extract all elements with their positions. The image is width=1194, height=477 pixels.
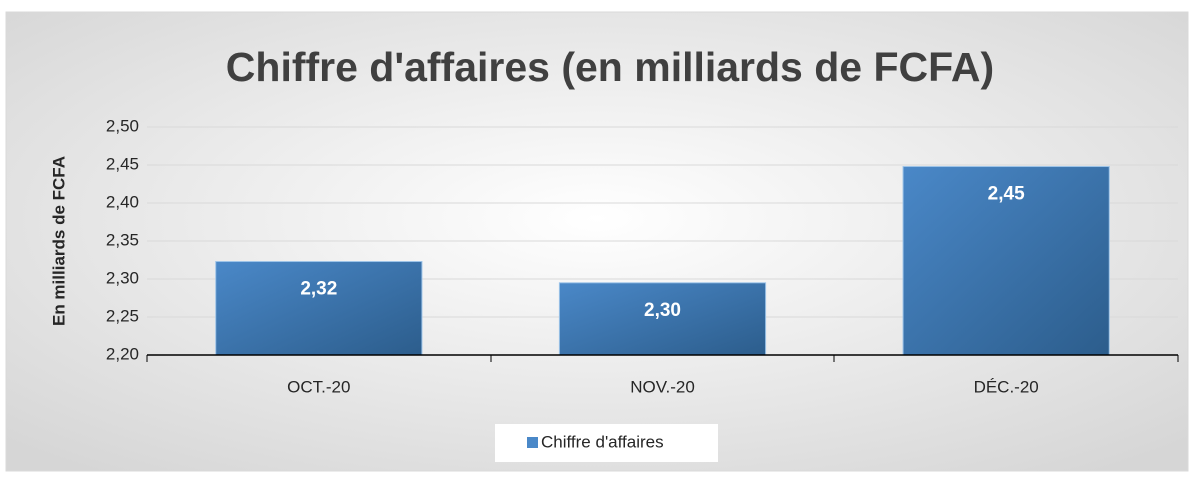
- legend-swatch: [527, 437, 538, 448]
- bar: [215, 261, 423, 356]
- y-tick-label: 2,40: [106, 192, 139, 211]
- y-tick-label: 2,50: [106, 116, 139, 135]
- y-axis-label: En milliards de FCFA: [49, 156, 68, 326]
- bar: [902, 166, 1110, 356]
- x-tick-label: OCT.-20: [287, 377, 350, 396]
- chart-title: Chiffre d'affaires (en milliards de FCFA…: [226, 44, 994, 90]
- legend-label: Chiffre d'affaires: [541, 432, 664, 451]
- data-label: 2,32: [300, 279, 337, 300]
- bars: [215, 166, 1110, 356]
- data-label: 2,45: [988, 184, 1025, 205]
- legend-items: Chiffre d'affaires: [527, 432, 664, 451]
- y-tick-label: 2,25: [106, 306, 139, 325]
- x-tick-label: NOV.-20: [630, 377, 695, 396]
- y-tick-label: 2,20: [106, 344, 139, 363]
- y-tick-label: 2,45: [106, 154, 139, 173]
- y-tick-label: 2,35: [106, 230, 139, 249]
- y-tick-label: 2,30: [106, 268, 139, 287]
- data-label: 2,30: [644, 300, 681, 321]
- x-tick-label: DÉC.-20: [974, 377, 1039, 396]
- bar: [558, 282, 767, 356]
